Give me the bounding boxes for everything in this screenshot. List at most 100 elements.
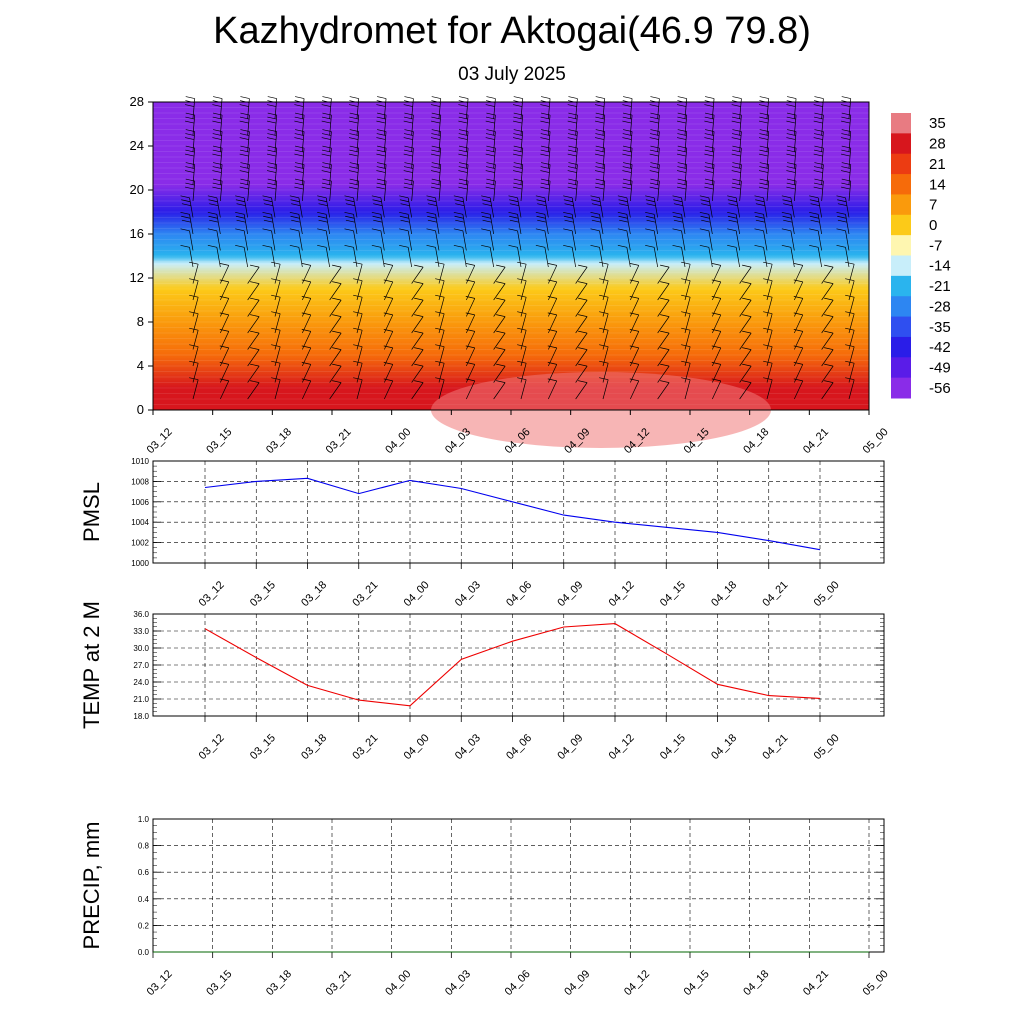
wind-barb-flag [540, 149, 550, 153]
wind-barb-flag [645, 195, 655, 199]
wind-barb-flag [465, 296, 475, 299]
wind-barb-flag [547, 312, 557, 316]
wind-barb [845, 214, 850, 235]
wind-barb [657, 164, 660, 185]
wind-barb-flag [414, 314, 424, 317]
wind-barb [735, 247, 741, 268]
wind-barb-flag [239, 166, 250, 169]
wind-barb-flag [629, 345, 639, 349]
wind-barb [793, 115, 797, 136]
wind-barb [411, 365, 424, 383]
wind-barb [735, 197, 741, 218]
wind-barb-flag [377, 96, 387, 99]
wind-barb-flag [435, 261, 445, 265]
wind-barb-flag [704, 137, 714, 140]
wind-barb [489, 230, 495, 251]
wind-barb-flag [181, 215, 191, 219]
wind-barb-flag [564, 219, 574, 223]
wind-barb-flag [517, 261, 527, 265]
x-tick-label: 03_18 [264, 968, 294, 998]
wind-barb-flag [567, 133, 578, 136]
wind-barb-flag [266, 153, 277, 157]
wind-barb [302, 380, 312, 400]
wind-barb-flag [649, 149, 660, 153]
wind-barb-flag [212, 186, 222, 190]
wind-barb-flag [289, 228, 299, 232]
wind-barb-flag [185, 116, 195, 120]
x-tick-label: 03_12 [145, 968, 175, 998]
wind-barb [712, 281, 722, 301]
wind-barb [192, 264, 199, 284]
colorbar-swatch [891, 174, 911, 195]
wind-barb-flag [786, 186, 796, 190]
wind-barb [192, 330, 199, 350]
wind-barb [462, 214, 467, 235]
wind-barb [271, 230, 276, 251]
wind-barb-flag [455, 203, 465, 207]
wind-barb-flag [399, 215, 409, 219]
wind-barb [493, 299, 506, 317]
wind-barb-flag [841, 149, 851, 153]
wind-barb [493, 365, 506, 383]
wind-barb [466, 314, 476, 334]
wind-barb [493, 332, 506, 350]
wind-barb-flag [485, 182, 496, 186]
wind-barb-flag [781, 244, 791, 248]
wind-barb [848, 131, 852, 152]
wind-barb-flag [699, 244, 709, 248]
wind-barb [817, 247, 823, 268]
x-tick-label: 03_21 [324, 426, 354, 456]
wind-barb-flag [727, 211, 737, 215]
wind-barb [575, 131, 578, 152]
wind-barb-flag [348, 104, 359, 107]
wind-barb [739, 332, 752, 350]
wind-barb [189, 247, 194, 268]
wind-barb-flag [332, 281, 342, 284]
wind-barb-flag [189, 261, 199, 265]
wind-barb-flag [219, 312, 229, 316]
wind-barb [274, 346, 281, 367]
wind-barb-flag [348, 170, 359, 173]
wind-barb-flag [485, 170, 495, 173]
wind-barb-flag [758, 137, 769, 140]
wind-barb-flag [727, 215, 737, 219]
wind-barb-flag [622, 149, 632, 153]
wind-barb [220, 364, 230, 383]
wind-barb-flag [754, 228, 764, 232]
wind-barb [571, 247, 577, 268]
wind-barb [763, 214, 768, 235]
wind-barb-flag [660, 281, 670, 284]
wind-barb-flag [547, 296, 557, 299]
wind-barb-flag [578, 363, 588, 367]
wind-barb-flag [673, 219, 683, 223]
wind-barb-flag [547, 279, 557, 283]
wind-barb [329, 382, 342, 400]
colorbar-swatch [891, 296, 911, 318]
y-tick-label: 1004 [131, 518, 149, 527]
x-tick-label: 03_12 [145, 426, 175, 456]
wind-barb-flag [841, 166, 851, 169]
y-tick-label: 0.2 [138, 921, 150, 930]
wind-barb-flag [403, 149, 414, 153]
wind-barb-flag [567, 182, 578, 186]
wind-barb [520, 115, 524, 136]
wind-barb-flag [594, 137, 605, 140]
wind-barb-flag [485, 120, 495, 124]
wind-barb-flag [681, 261, 691, 265]
wind-barb-flag [383, 362, 393, 365]
wind-barb [684, 264, 691, 284]
wind-barb [657, 283, 670, 301]
wind-barb [602, 330, 609, 350]
wind-barb [602, 280, 609, 301]
wind-barb-flag [399, 228, 409, 232]
wind-barb-flag [301, 263, 311, 266]
wind-barb-flag [618, 215, 628, 219]
wind-barb-flag [567, 120, 577, 124]
wind-barb [438, 164, 442, 185]
wind-barb-flag [813, 137, 823, 140]
wind-barb [653, 214, 659, 235]
wind-barb-flag [535, 195, 545, 199]
wind-barb-flag [755, 199, 765, 203]
wind-barb-flag [512, 137, 523, 140]
wind-barb [247, 131, 250, 152]
